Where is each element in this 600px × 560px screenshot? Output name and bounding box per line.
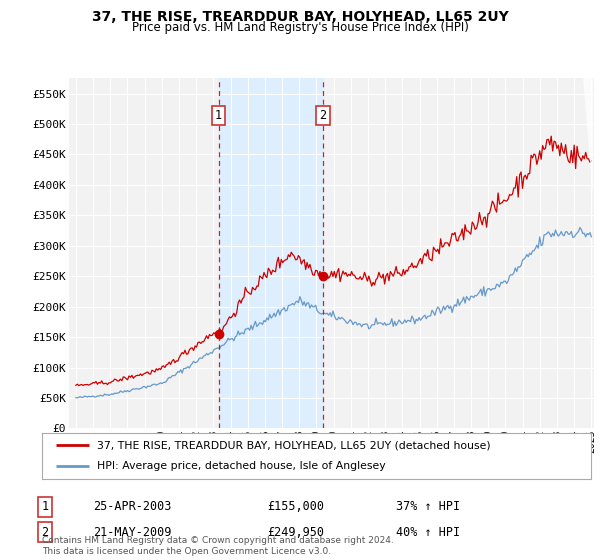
Text: 37, THE RISE, TREARDDUR BAY, HOLYHEAD, LL65 2UY (detached house): 37, THE RISE, TREARDDUR BAY, HOLYHEAD, L… [97, 440, 491, 450]
Text: 21-MAY-2009: 21-MAY-2009 [93, 525, 172, 539]
Text: 2: 2 [41, 525, 49, 539]
Text: HPI: Average price, detached house, Isle of Anglesey: HPI: Average price, detached house, Isle… [97, 461, 386, 472]
Text: 2: 2 [319, 109, 326, 122]
Text: 1: 1 [215, 109, 222, 122]
Bar [583, 78, 593, 428]
Text: 40% ↑ HPI: 40% ↑ HPI [396, 525, 460, 539]
Text: 1: 1 [41, 500, 49, 514]
Text: Price paid vs. HM Land Registry's House Price Index (HPI): Price paid vs. HM Land Registry's House … [131, 21, 469, 34]
Bar [218, 78, 323, 428]
Text: 37% ↑ HPI: 37% ↑ HPI [396, 500, 460, 514]
Text: 37, THE RISE, TREARDDUR BAY, HOLYHEAD, LL65 2UY: 37, THE RISE, TREARDDUR BAY, HOLYHEAD, L… [92, 10, 508, 24]
Text: 25-APR-2003: 25-APR-2003 [93, 500, 172, 514]
Text: £155,000: £155,000 [267, 500, 324, 514]
Polygon shape [583, 78, 593, 197]
Text: Contains HM Land Registry data © Crown copyright and database right 2024.
This d: Contains HM Land Registry data © Crown c… [42, 536, 394, 556]
Text: £249,950: £249,950 [267, 525, 324, 539]
